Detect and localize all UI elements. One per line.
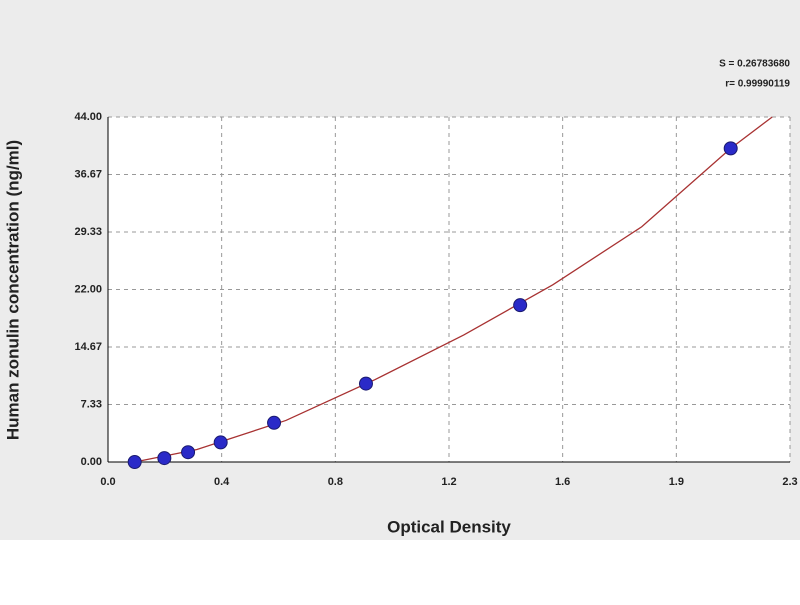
y-tick-label: 36.67	[74, 168, 102, 180]
point	[127, 455, 142, 469]
y-tick-label: 44.00	[74, 111, 102, 123]
x-tick-label: 1.2	[441, 476, 456, 488]
point	[513, 298, 528, 313]
y-axis-title: Human zonulin concentration (ng/ml)	[3, 140, 22, 440]
y-tick-label: 14.67	[74, 341, 102, 353]
x-axis-title: Optical Density	[387, 517, 511, 536]
y-tick-label: 0.00	[81, 456, 102, 468]
stat-s: S = 0.26783680	[719, 59, 790, 70]
x-tick-label: 2.3	[782, 476, 797, 488]
point	[358, 376, 373, 391]
x-tick-label: 0.4	[214, 476, 230, 488]
point	[157, 451, 172, 466]
y-tick-label: 22.00	[74, 283, 102, 295]
x-tick-label: 1.6	[555, 476, 570, 488]
point	[181, 445, 196, 460]
x-tick-label: 1.9	[669, 476, 684, 488]
y-tick-label: 29.33	[74, 226, 102, 238]
stat-r: r= 0.99990119	[725, 79, 790, 90]
point	[213, 435, 228, 450]
x-tick-label: 0.8	[328, 476, 343, 488]
x-tick-label: 0.0	[100, 476, 115, 488]
point	[723, 141, 738, 156]
point	[267, 415, 282, 430]
y-tick-label: 7.33	[81, 398, 102, 410]
